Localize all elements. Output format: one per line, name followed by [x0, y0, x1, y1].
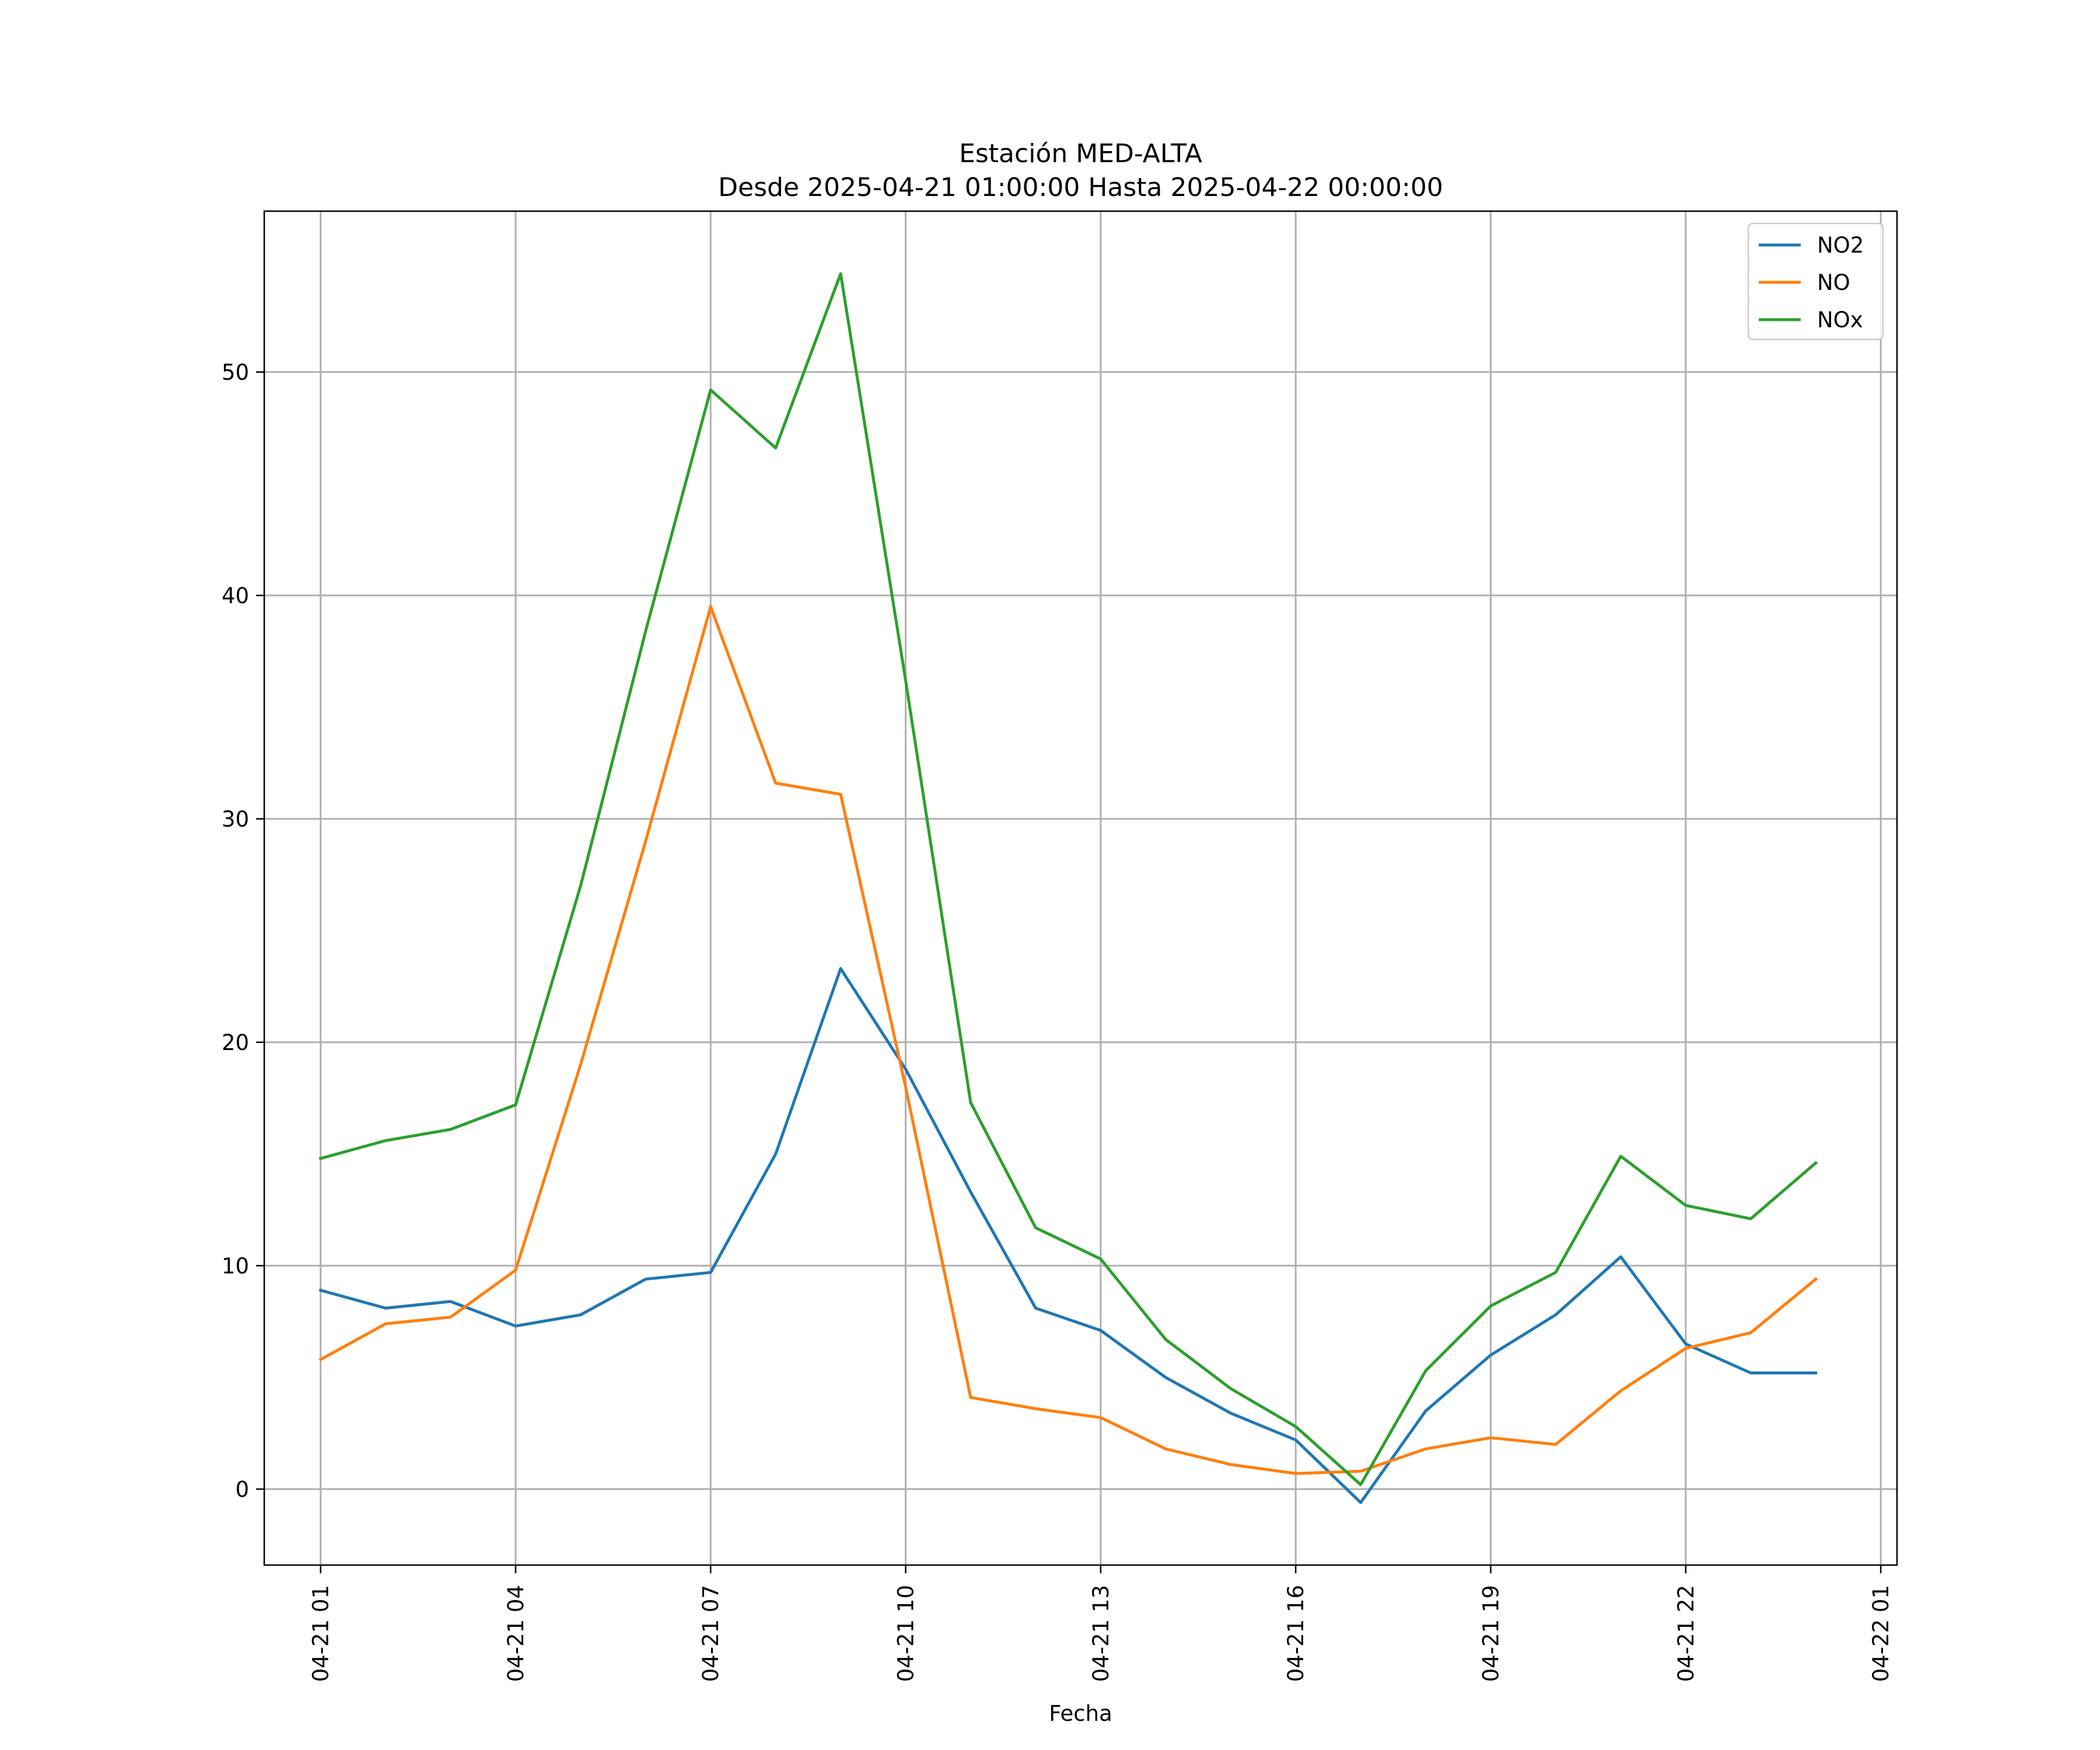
- y-tick-label: 50: [222, 360, 249, 385]
- x-tick-label: 04-21 16: [1283, 1585, 1308, 1682]
- y-tick-label: 40: [222, 583, 249, 608]
- x-tick-label: 04-21 01: [309, 1585, 334, 1682]
- chart-title: Estación MED-ALTA: [959, 139, 1202, 169]
- series-line-no2: [318, 967, 1818, 1504]
- y-tick-label: 0: [235, 1477, 249, 1502]
- plot-area-frame: [263, 210, 1898, 1566]
- axis-ticks: 04-21 01 04-21 04 04-21 07 04-21 10 04-21 13…: [222, 360, 1894, 1682]
- legend-label-no: NO: [1817, 270, 1850, 295]
- x-tick-label: 04-21 07: [698, 1585, 723, 1682]
- x-tick-label: 04-21 19: [1479, 1585, 1504, 1682]
- chart-subtitle: Desde 2025-04-21 01:00:00 Hasta 2025-04-…: [718, 173, 1443, 202]
- y-tick-label: 20: [222, 1030, 249, 1055]
- x-tick-label: 04-21 04: [503, 1585, 528, 1682]
- legend-label-nox: NOx: [1817, 307, 1863, 332]
- legend-label-no2: NO2: [1817, 233, 1864, 258]
- grid-lines: [264, 211, 1897, 1565]
- series-lines: [318, 272, 1818, 1504]
- x-tick-label: 04-22 01: [1868, 1585, 1894, 1682]
- series-line-no: [318, 605, 1818, 1475]
- legend: NO2 NO NOx: [1747, 222, 1884, 341]
- legend-box: [1747, 222, 1884, 341]
- x-tick-label: 04-21 13: [1088, 1585, 1114, 1682]
- x-tick-label: 04-21 22: [1674, 1585, 1699, 1682]
- series-line-nox: [318, 272, 1818, 1486]
- x-axis-label: Fecha: [1049, 1701, 1112, 1726]
- y-tick-label: 30: [222, 807, 249, 832]
- x-tick-label: 04-21 10: [894, 1585, 919, 1682]
- y-tick-label: 10: [222, 1254, 249, 1279]
